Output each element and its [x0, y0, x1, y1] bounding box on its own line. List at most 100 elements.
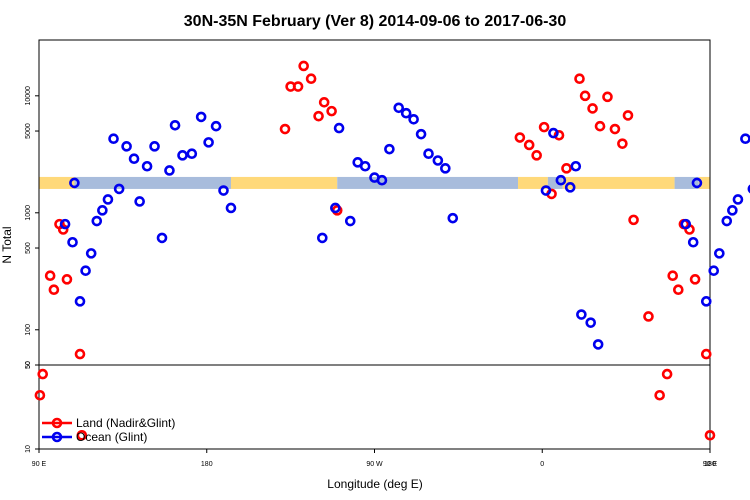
- ocean-point: [169, 119, 181, 131]
- land-point: [298, 60, 309, 72]
- ocean-point: [108, 133, 119, 144]
- surface-band-land: [698, 176, 710, 189]
- land-point: [661, 368, 673, 380]
- ocean-point: [210, 120, 222, 132]
- ocean-point: [384, 143, 395, 155]
- land-point: [622, 110, 634, 121]
- legend-label-ocean: Ocean (Glint): [76, 430, 147, 444]
- land-point: [326, 105, 337, 117]
- ocean-point: [432, 155, 444, 166]
- ocean-point: [156, 232, 168, 244]
- ocean-point: [218, 185, 229, 196]
- land-point: [74, 348, 86, 360]
- ocean-point: [691, 177, 703, 189]
- land-point: [538, 121, 550, 133]
- ocean-point: [333, 122, 345, 134]
- surface-band-ocean: [337, 176, 519, 189]
- ocean-point: [203, 137, 214, 148]
- land-point: [587, 103, 598, 114]
- ocean-point: [415, 128, 427, 140]
- y-tick-label: 10000: [25, 86, 32, 106]
- land-point: [594, 120, 606, 132]
- land-point: [44, 270, 56, 281]
- land-point: [602, 91, 613, 103]
- ocean-point: [186, 148, 198, 160]
- x-tick-label: 90 W: [366, 461, 383, 468]
- ocean-point: [134, 196, 145, 207]
- ocean-point: [128, 153, 140, 165]
- land-point: [76, 430, 88, 441]
- y-tick-label: 10: [25, 445, 32, 453]
- land-point: [579, 90, 591, 102]
- y-tick-label: 1000: [25, 205, 32, 221]
- y-tick-label: 50: [25, 361, 32, 369]
- ocean-point: [680, 218, 692, 230]
- ocean-point: [67, 236, 78, 248]
- ocean-point: [440, 163, 451, 174]
- ocean-point: [576, 309, 587, 320]
- ocean-point: [570, 160, 582, 172]
- ocean-point: [740, 133, 750, 144]
- y-tick-label: 50: [25, 361, 32, 369]
- land-point: [292, 81, 304, 92]
- legend-label-land: Land (Nadir&Glint): [76, 416, 175, 430]
- ocean-point: [80, 265, 91, 276]
- ocean-point: [164, 165, 175, 176]
- ocean-point: [721, 215, 733, 227]
- ocean-point: [423, 148, 434, 160]
- ocean-point: [91, 215, 103, 227]
- ocean-point: [359, 160, 371, 172]
- land-point: [574, 73, 585, 85]
- land-point: [523, 139, 535, 151]
- ocean-point: [564, 182, 576, 193]
- y-tick-label: 5000: [25, 123, 32, 139]
- ocean-point: [400, 107, 412, 119]
- ocean-point: [747, 184, 750, 194]
- land-point: [643, 311, 654, 322]
- ocean-point: [102, 194, 114, 205]
- ocean-point: [714, 248, 725, 259]
- y-tick-label: 500: [25, 242, 32, 254]
- data-points: [34, 60, 750, 441]
- y-tick-label: 100: [25, 324, 32, 336]
- x-axis-label: Longitude (deg E): [327, 477, 422, 491]
- land-point: [617, 138, 628, 149]
- surface-band-ocean: [74, 176, 231, 189]
- land-point: [305, 73, 317, 85]
- land-point: [313, 110, 324, 122]
- ocean-point: [85, 248, 97, 259]
- ocean-point: [113, 183, 125, 195]
- ocean-point: [317, 232, 328, 244]
- land-point: [609, 123, 621, 135]
- surface-band-land: [230, 176, 338, 189]
- ocean-point: [376, 174, 388, 186]
- ocean-point: [195, 111, 207, 123]
- ocean-point: [344, 215, 356, 227]
- ocean-point: [585, 317, 597, 328]
- legend: Land (Nadir&Glint) Ocean (Glint): [42, 416, 175, 444]
- ocean-point: [74, 296, 86, 307]
- land-point: [700, 348, 712, 360]
- land-point: [57, 224, 69, 235]
- ocean-point: [177, 150, 188, 161]
- x-tick-label: 90 E: [703, 461, 718, 468]
- surface-band: [39, 176, 710, 189]
- land-point: [553, 129, 565, 141]
- land-point: [514, 132, 526, 143]
- ocean-point: [408, 113, 419, 125]
- ocean-point: [687, 236, 699, 248]
- land-point: [61, 274, 73, 285]
- y-axis-label: N Total: [0, 226, 14, 263]
- land-point: [667, 270, 679, 281]
- surface-band-ocean: [547, 176, 563, 189]
- ocean-point: [59, 218, 71, 230]
- land-point: [279, 123, 291, 135]
- land-point: [654, 389, 665, 401]
- ocean-point: [97, 205, 108, 216]
- land-point: [561, 163, 572, 174]
- land-point: [34, 389, 46, 401]
- surface-band-land: [39, 176, 75, 189]
- land-point: [531, 150, 542, 161]
